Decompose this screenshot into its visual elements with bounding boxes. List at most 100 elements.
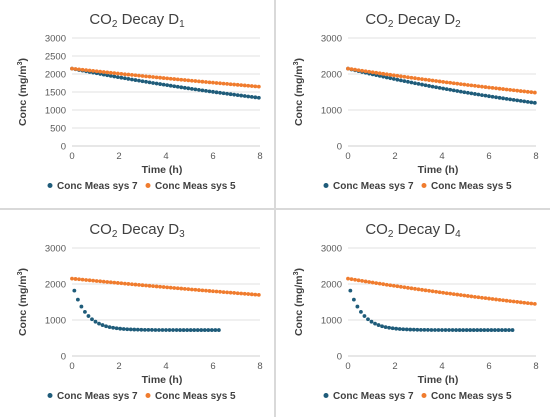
chart-panel-d3: CO2 Decay D3 0 1000 2000 3000 0 2 4 6 8 Time (h) Co… <box>0 209 274 417</box>
chart-d3: CO2 Decay D3 0 1000 2000 3000 0 2 4 6 8 Time (h) Co… <box>17 221 263 402</box>
data-point <box>346 276 350 280</box>
data-point <box>165 284 170 289</box>
data-point <box>454 327 458 332</box>
data-point <box>346 66 350 71</box>
data-point <box>107 324 112 329</box>
data-point <box>207 80 212 85</box>
data-point <box>179 286 184 290</box>
legend-entry: Conc Meas sys 5 <box>155 181 236 192</box>
data-point <box>225 289 230 294</box>
data-point <box>476 92 481 97</box>
chart-d2: CO2 Decay D2 0 1000 2000 3000 0 2 4 6 8 Time (h) Co… <box>293 11 539 192</box>
data-point <box>501 96 505 101</box>
x-tick-label: 0 <box>69 361 74 372</box>
data-point <box>195 327 200 332</box>
data-point <box>370 70 375 75</box>
data-point <box>522 99 527 104</box>
data-point <box>79 304 84 308</box>
data-point <box>165 76 170 81</box>
data-point <box>119 280 124 285</box>
data-point <box>413 286 417 291</box>
data-point <box>242 291 247 296</box>
data-point <box>473 83 477 88</box>
data-point <box>494 86 498 91</box>
data-point <box>193 79 198 83</box>
data-point <box>430 288 435 293</box>
legend-entry: Conc Meas sys 5 <box>155 391 236 402</box>
data-point <box>462 90 467 95</box>
data-point <box>91 69 96 73</box>
data-point <box>373 321 377 325</box>
series-sys5 <box>346 276 537 306</box>
data-point <box>360 68 364 73</box>
data-point <box>192 327 197 332</box>
data-point <box>496 327 501 332</box>
data-point <box>387 325 392 330</box>
data-point <box>504 96 509 101</box>
data-point <box>457 327 462 332</box>
data-point <box>406 75 410 80</box>
data-point <box>209 327 214 332</box>
data-point <box>80 277 85 282</box>
y-tick-label: 1000 <box>45 106 66 117</box>
data-point <box>376 322 381 327</box>
data-point <box>246 83 251 88</box>
data-point <box>126 72 131 77</box>
data-point <box>473 92 477 96</box>
data-point <box>151 283 155 288</box>
data-point <box>158 75 163 80</box>
data-point <box>426 327 430 332</box>
data-point <box>448 87 453 92</box>
data-point <box>402 284 407 289</box>
data-point <box>122 72 127 77</box>
data-point <box>98 69 103 74</box>
data-point <box>228 82 233 87</box>
data-point <box>437 85 442 90</box>
data-point <box>485 327 490 332</box>
data-point <box>172 285 177 290</box>
data-point <box>140 74 145 78</box>
data-point <box>391 77 396 81</box>
data-point <box>397 326 402 331</box>
data-point <box>441 86 446 91</box>
data-point <box>204 88 208 93</box>
data-point <box>395 283 400 288</box>
data-point <box>73 276 78 281</box>
data-point <box>416 286 421 291</box>
y-tick-label: 0 <box>337 142 342 153</box>
data-point <box>239 83 244 88</box>
data-point <box>464 327 469 332</box>
data-point <box>218 81 222 86</box>
data-point <box>437 289 442 294</box>
data-point <box>458 82 463 87</box>
data-point <box>518 98 523 103</box>
data-point <box>406 285 410 290</box>
data-point <box>363 69 368 74</box>
data-point <box>497 86 502 91</box>
y-tick-label: 3000 <box>321 34 342 45</box>
data-point <box>228 92 233 97</box>
data-point <box>104 323 108 328</box>
data-point <box>500 327 504 332</box>
data-point <box>532 100 537 105</box>
data-point <box>112 74 117 79</box>
data-point <box>522 300 527 305</box>
data-point <box>388 282 393 287</box>
data-point <box>213 327 218 332</box>
data-point <box>451 88 456 93</box>
data-point <box>490 296 495 301</box>
data-point <box>126 281 131 286</box>
data-point <box>508 87 513 92</box>
data-point <box>413 76 417 81</box>
series-sys7 <box>348 288 515 332</box>
data-point <box>133 73 138 78</box>
y-tick-label: 0 <box>61 142 66 153</box>
data-point <box>494 95 498 100</box>
data-point <box>448 80 453 85</box>
data-point <box>130 73 134 77</box>
data-point <box>374 70 379 75</box>
data-point <box>225 91 230 96</box>
data-point <box>197 79 201 84</box>
data-point <box>374 280 379 285</box>
